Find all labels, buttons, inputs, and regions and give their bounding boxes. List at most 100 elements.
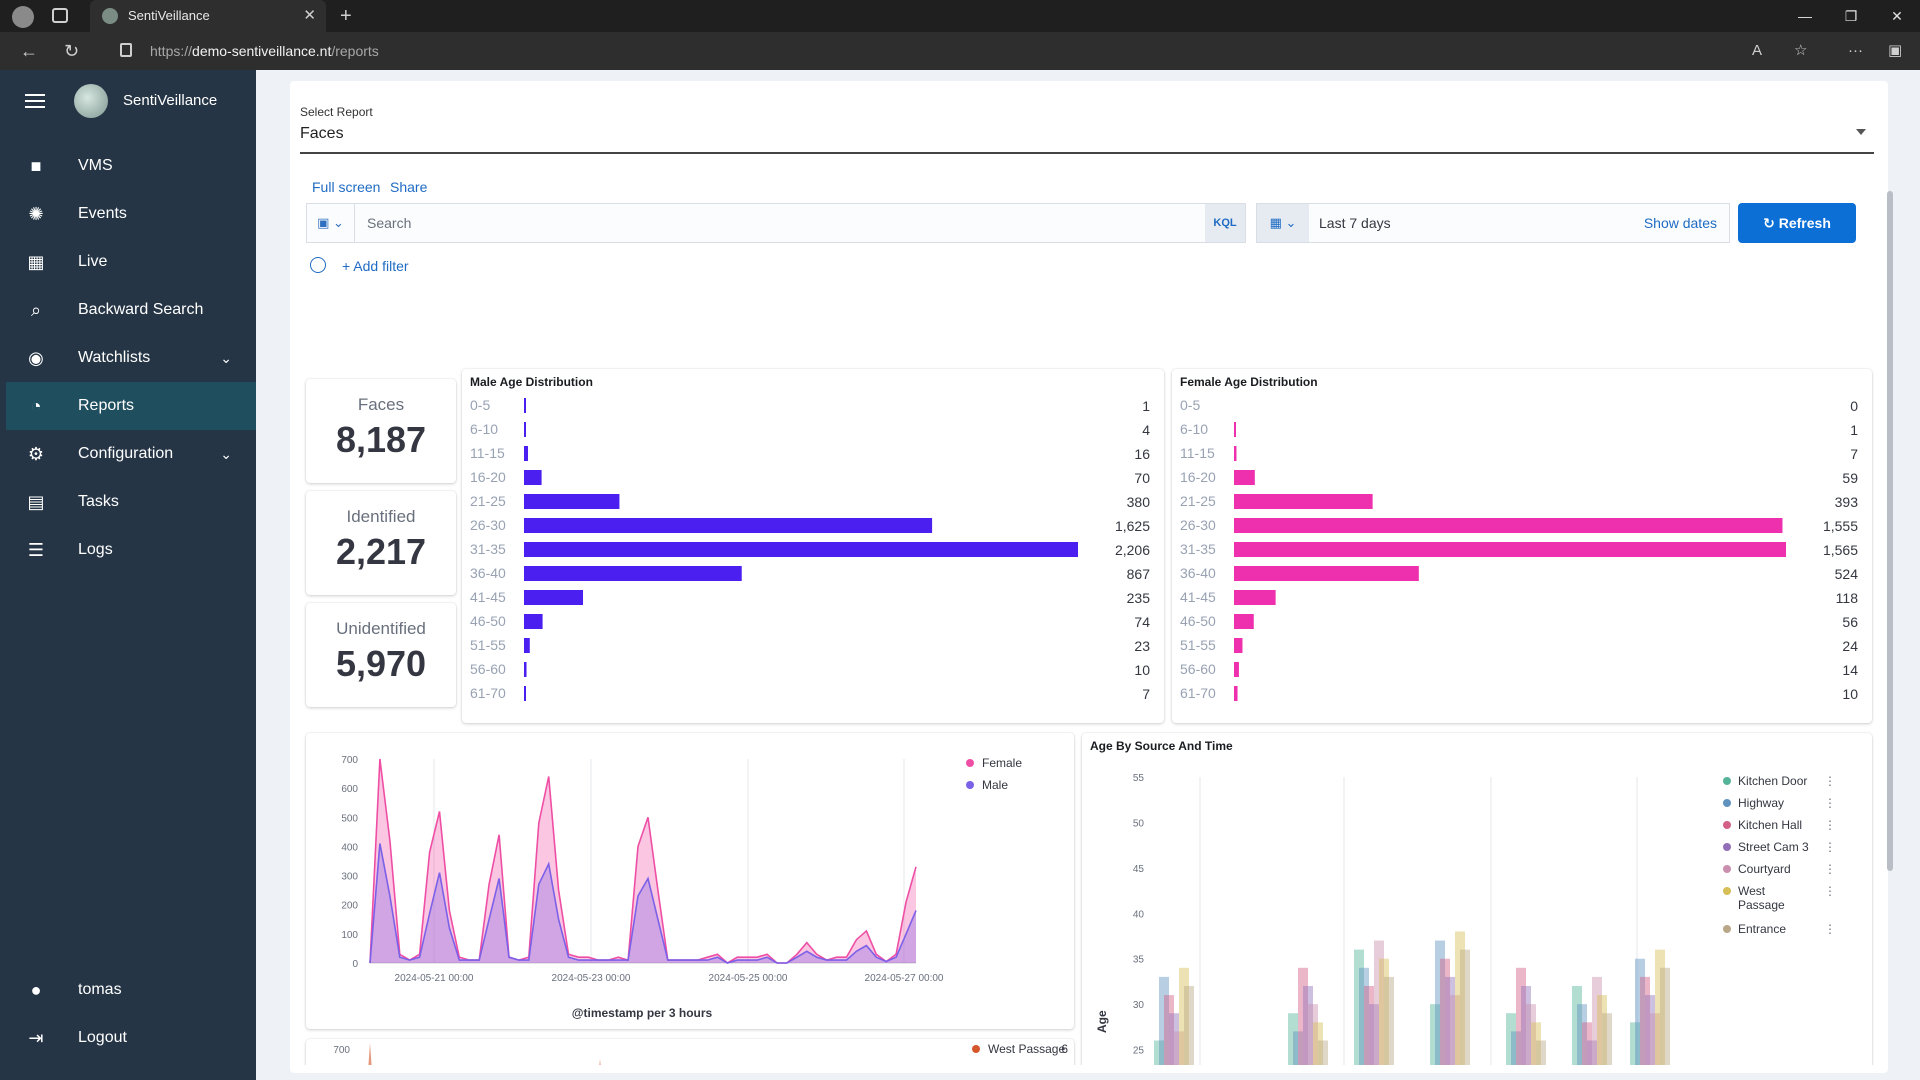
search-input[interactable]: Search: [367, 215, 412, 231]
brand-name: SentiVeillance: [123, 92, 218, 109]
legend-dot: [966, 781, 974, 789]
metric-card-faces: Faces 8,187: [306, 379, 456, 483]
scrollbar[interactable]: [1885, 179, 1895, 1059]
url-box[interactable]: [108, 37, 1798, 65]
close-window-icon[interactable]: ✕: [1891, 8, 1903, 24]
date-picker: ▦ ⌄ Last 7 days Show dates: [1256, 203, 1730, 243]
x-tick-label: 2024-05-23 00:00: [552, 973, 631, 984]
filter-icon[interactable]: [310, 257, 326, 273]
legend-label: Courtyard: [1738, 862, 1791, 876]
age-value-label: 56: [1842, 614, 1858, 630]
sidebar-item-logs[interactable]: ☰ Logs: [6, 526, 256, 574]
sidebar-item-logout[interactable]: ⇥ Logout: [6, 1014, 256, 1062]
kql-toggle[interactable]: KQL: [1205, 204, 1245, 242]
source-area-entrance: [1536, 1040, 1546, 1065]
sidebar-item-user[interactable]: ● tomas: [6, 966, 256, 1014]
sidebar-toggle-icon[interactable]: ▣: [1888, 42, 1903, 59]
age-value-label: 867: [1127, 566, 1151, 582]
source-area-highway: [1293, 1031, 1303, 1065]
share-link[interactable]: Share: [390, 179, 428, 195]
calendar-icon[interactable]: ▦ ⌄: [1257, 204, 1309, 242]
profile-icon[interactable]: [12, 6, 34, 28]
report-select[interactable]: Faces: [300, 125, 344, 142]
source-area-west-passage: [1455, 931, 1465, 1065]
age-tick-label: 6-10: [1180, 421, 1208, 437]
source-area-entrance: [1460, 949, 1470, 1065]
sidebar-item-label: Logs: [78, 541, 113, 558]
full-screen-link[interactable]: Full screen: [312, 179, 381, 195]
age-bar: [1234, 614, 1254, 629]
metric-label: Faces: [357, 395, 405, 414]
source-area-kitchen-door: [1572, 985, 1582, 1065]
favorite-star-icon[interactable]: ☆: [1794, 42, 1808, 59]
search-icon: ⌕: [30, 300, 42, 320]
gear-icon: ⚙: [27, 444, 45, 464]
y-tick-label: 500: [341, 813, 358, 824]
legend-label: Female: [982, 756, 1022, 770]
sidebar-item-live[interactable]: ▦ Live: [6, 238, 256, 286]
read-aloud-icon[interactable]: A: [1752, 42, 1763, 59]
sidebar-item-label: Configuration: [78, 445, 174, 462]
age-tick-label: 36-40: [470, 565, 506, 581]
refresh-button[interactable]: ↻ Refresh: [1738, 203, 1856, 243]
brand: SentiVeillance: [0, 70, 256, 132]
source-area-highway: [1435, 940, 1445, 1065]
refresh-label: Refresh: [1778, 215, 1831, 231]
legend-options-icon: ⋮: [1824, 818, 1836, 832]
restore-icon[interactable]: ❐: [1844, 8, 1858, 24]
sidebar-item-reports[interactable]: ◔ Reports: [6, 382, 256, 430]
source-area-highway: [1511, 1031, 1521, 1065]
sidebar-item-label: VMS: [78, 157, 113, 174]
source-area-west-passage: [1531, 1022, 1541, 1065]
y-tick-label: 50: [1133, 818, 1145, 829]
sidebar-item-tasks[interactable]: ▤ Tasks: [6, 478, 256, 526]
back-icon[interactable]: ←: [20, 41, 38, 61]
age-value-label: 1,625: [1115, 518, 1150, 534]
source-area-kitchen-hall: [1364, 985, 1374, 1065]
age-value-label: 1,555: [1823, 518, 1858, 534]
sidebar-item-vms[interactable]: ■ VMS: [6, 142, 256, 190]
age-tick-label: 16-20: [470, 469, 506, 485]
age-tick-label: 46-50: [470, 613, 506, 629]
legend-dot: [1723, 865, 1731, 873]
chevron-down-icon[interactable]: ⌄: [220, 446, 232, 462]
source-area-kitchen-hall: [1298, 967, 1308, 1065]
source-area-kitchen-door: [1630, 1022, 1640, 1065]
legend-label: Entrance: [1738, 922, 1786, 936]
saved-query-icon[interactable]: ▣ ⌄: [307, 204, 355, 242]
add-filter-button[interactable]: + Add filter: [342, 258, 409, 274]
new-tab-icon[interactable]: +: [340, 5, 352, 27]
age-value-label: 7: [1850, 446, 1858, 462]
source-area-courtyard: [1650, 1013, 1660, 1065]
age-tick-label: 31-35: [470, 541, 506, 557]
legend-dot: [1723, 799, 1731, 807]
y-tick-label: 45: [1133, 864, 1145, 875]
show-dates-link[interactable]: Show dates: [1643, 215, 1717, 231]
lock-icon[interactable]: [120, 43, 132, 57]
close-tab-icon[interactable]: ✕: [303, 7, 316, 24]
scroll-thumb[interactable]: [1887, 191, 1893, 871]
y-tick-label: 600: [341, 784, 358, 795]
more-icon[interactable]: ···: [1848, 42, 1863, 59]
caret-down-icon[interactable]: [1856, 129, 1866, 135]
x-axis-title: @timestamp per 3 hours: [572, 1006, 713, 1020]
reload-icon[interactable]: ↻: [64, 41, 80, 61]
sidebar-item-events[interactable]: ✺ Events: [6, 190, 256, 238]
sidebar-item-backward-search[interactable]: ⌕ Backward Search: [6, 286, 256, 334]
age-value-label: 23: [1134, 638, 1150, 654]
legend-dot: [972, 1045, 980, 1053]
date-range[interactable]: Last 7 days: [1319, 215, 1391, 231]
chevron-down-icon[interactable]: ⌄: [220, 350, 232, 366]
sidebar-item-configuration[interactable]: ⚙ Configuration ⌄: [6, 430, 256, 478]
tab-title: SentiVeillance: [128, 8, 210, 23]
female-age-chart: 0-5 0 6-10 1 11-15 7 16-20 59 21-25 393 26-30 1,555…: [1180, 397, 1858, 702]
minimize-icon[interactable]: —: [1798, 8, 1812, 24]
sidebar-item-watchlists[interactable]: ◉ Watchlists ⌄: [6, 334, 256, 382]
source-area-kitchen-hall: [1516, 967, 1526, 1065]
age-tick-label: 46-50: [1180, 613, 1216, 629]
menu-icon[interactable]: [25, 94, 45, 108]
tab-actions-icon[interactable]: [52, 8, 68, 23]
age-tick-label: 0-5: [470, 397, 490, 413]
url-text[interactable]: https://demo-sentiveillance.nt/reports: [150, 43, 379, 59]
browser-tab[interactable]: SentiVeillance ✕: [90, 0, 326, 32]
